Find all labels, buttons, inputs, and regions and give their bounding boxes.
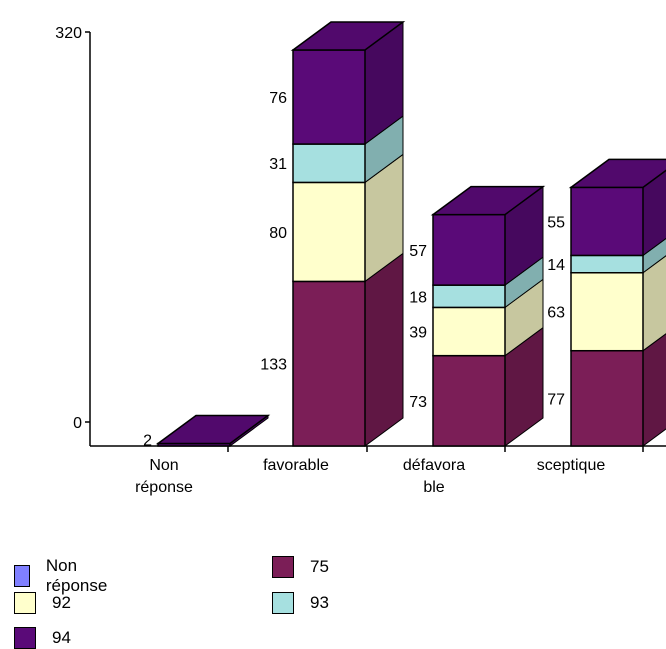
data-label: 133 xyxy=(260,357,287,374)
bar-segment xyxy=(570,349,644,447)
legend-label: 92 xyxy=(52,593,71,612)
legend-label: Non réponse xyxy=(45,556,108,595)
data-label: 31 xyxy=(269,156,287,173)
data-label: 57 xyxy=(409,243,427,260)
data-label: 2 xyxy=(143,433,152,450)
bar-segment xyxy=(432,306,506,357)
bar-top xyxy=(155,414,271,445)
y-tick-label: 320 xyxy=(55,25,82,42)
bars xyxy=(155,21,666,447)
bar-segment xyxy=(432,284,506,309)
legend-label: 93 xyxy=(310,593,329,612)
data-label: 39 xyxy=(409,325,427,342)
bar-segment xyxy=(292,49,366,145)
data-label: 77 xyxy=(547,391,565,408)
category-label: défavora xyxy=(403,457,465,474)
bar-top xyxy=(290,21,406,51)
bar-segment xyxy=(432,213,506,286)
bar-top xyxy=(568,158,666,189)
legend-item: 75 xyxy=(272,556,329,578)
bar-segment xyxy=(292,280,366,447)
bar-segment xyxy=(570,272,644,352)
bar-segment xyxy=(432,354,506,447)
legend-label: 75 xyxy=(310,557,329,576)
labels: Non réponse favorable défavora ble sceptique 2… xyxy=(135,90,605,496)
legend-swatch xyxy=(272,592,294,614)
data-label: 18 xyxy=(409,289,427,306)
data-label: 63 xyxy=(547,305,565,322)
legend-label: 94 xyxy=(52,628,71,647)
data-label: 14 xyxy=(547,257,565,274)
y-tick-label: 0 xyxy=(73,415,82,432)
legend-item: 93 xyxy=(272,592,329,614)
legend-item: 94 xyxy=(14,627,71,649)
legend-swatch xyxy=(14,565,30,587)
bar-segment xyxy=(292,143,366,184)
legend-item: Non réponse xyxy=(14,556,113,596)
legend-swatch xyxy=(14,627,36,649)
bar-segment-side xyxy=(364,252,404,447)
bar-top xyxy=(430,185,546,216)
legend-swatch xyxy=(14,592,36,614)
data-label: 55 xyxy=(547,214,565,231)
category-label: ble xyxy=(423,479,444,496)
data-label: 73 xyxy=(409,394,427,411)
bar-segment xyxy=(570,254,644,274)
legend-item: 92 xyxy=(14,592,71,614)
legend-swatch xyxy=(272,556,294,578)
bar-segment xyxy=(570,186,644,257)
data-label: 80 xyxy=(269,225,287,242)
category-label: Non xyxy=(149,457,178,474)
category-label: réponse xyxy=(135,479,193,496)
data-label: 76 xyxy=(269,90,287,107)
bar-segment xyxy=(292,181,366,283)
category-label: favorable xyxy=(263,457,329,474)
category-label: sceptique xyxy=(537,457,606,474)
